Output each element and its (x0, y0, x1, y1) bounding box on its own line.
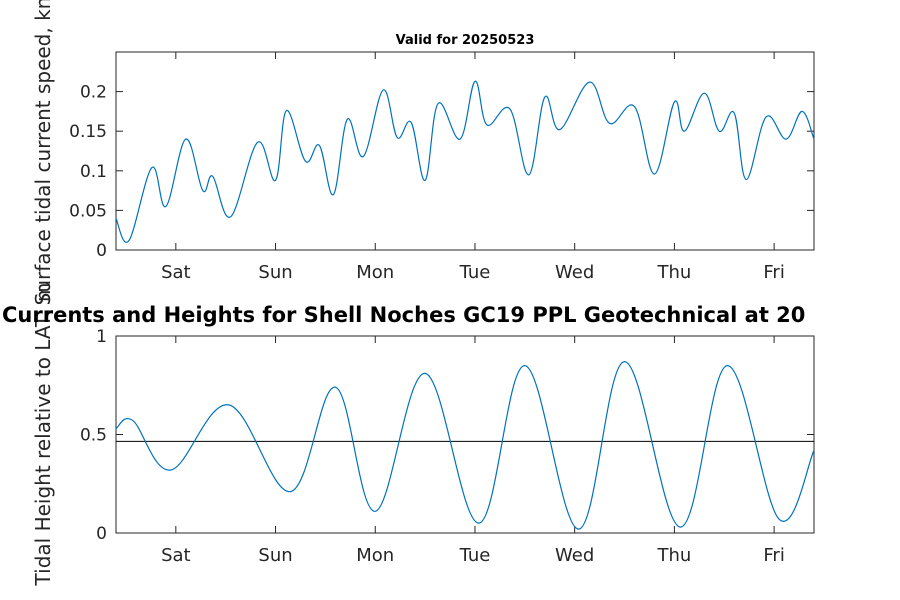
x-tick-label: Sun (258, 262, 292, 283)
x-tick-label: Sat (161, 262, 191, 283)
x-tick-label: Mon (356, 545, 394, 566)
top-chart: Valid for 20250523 0 0.05 0.1 0.15 0.2 Sat Su… (31, 0, 815, 305)
y-tick-label: 0.15 (69, 122, 107, 142)
top-y-axis-label: Surface tidal current speed, kn (31, 0, 55, 305)
bottom-x-ticks: Sat Sun Mon Tue Wed Thu Fri (161, 336, 785, 566)
top-series-line (115, 80, 815, 243)
x-tick-label: Mon (356, 262, 394, 283)
bottom-plot-area (115, 335, 815, 534)
bottom-chart: 00.51 Sat Sun Mon Tue Wed Thu Fri Tidal Height… (2, 283, 815, 587)
top-chart-title: Valid for 20250523 (396, 33, 535, 48)
x-tick-label: Thu (656, 545, 691, 566)
y-tick-label: 0 (96, 241, 107, 261)
y-tick-label: 0.05 (69, 201, 107, 221)
x-tick-label: Fri (763, 262, 784, 283)
bottom-y-axis-label: Tidal Height relative to LAT, m (31, 283, 55, 587)
x-tick-label: Fri (763, 545, 784, 566)
x-tick-label: Tue (459, 545, 491, 566)
y-tick-label: 0.1 (80, 162, 107, 182)
x-tick-label: Sat (161, 545, 191, 566)
top-x-ticks: Sat Sun Mon Tue Wed Thu Fri (161, 52, 785, 283)
y-tick-label: 0.5 (80, 426, 107, 446)
x-tick-label: Sun (258, 545, 292, 566)
top-y-ticks: 0 0.05 0.1 0.15 0.2 (69, 83, 814, 261)
bottom-series-line (115, 360, 815, 530)
bottom-chart-title: Currents and Heights for Shell Noches GC… (2, 303, 805, 327)
x-tick-label: Thu (656, 262, 691, 283)
x-tick-label: Tue (459, 262, 491, 283)
bottom-y-ticks: 00.51 (80, 327, 814, 544)
top-plot-area (115, 51, 815, 251)
x-tick-label: Wed (555, 545, 594, 566)
y-tick-label: 1 (96, 327, 107, 347)
x-tick-label: Wed (555, 262, 594, 283)
y-tick-label: 0 (96, 524, 107, 544)
y-tick-label: 0.2 (80, 83, 107, 103)
